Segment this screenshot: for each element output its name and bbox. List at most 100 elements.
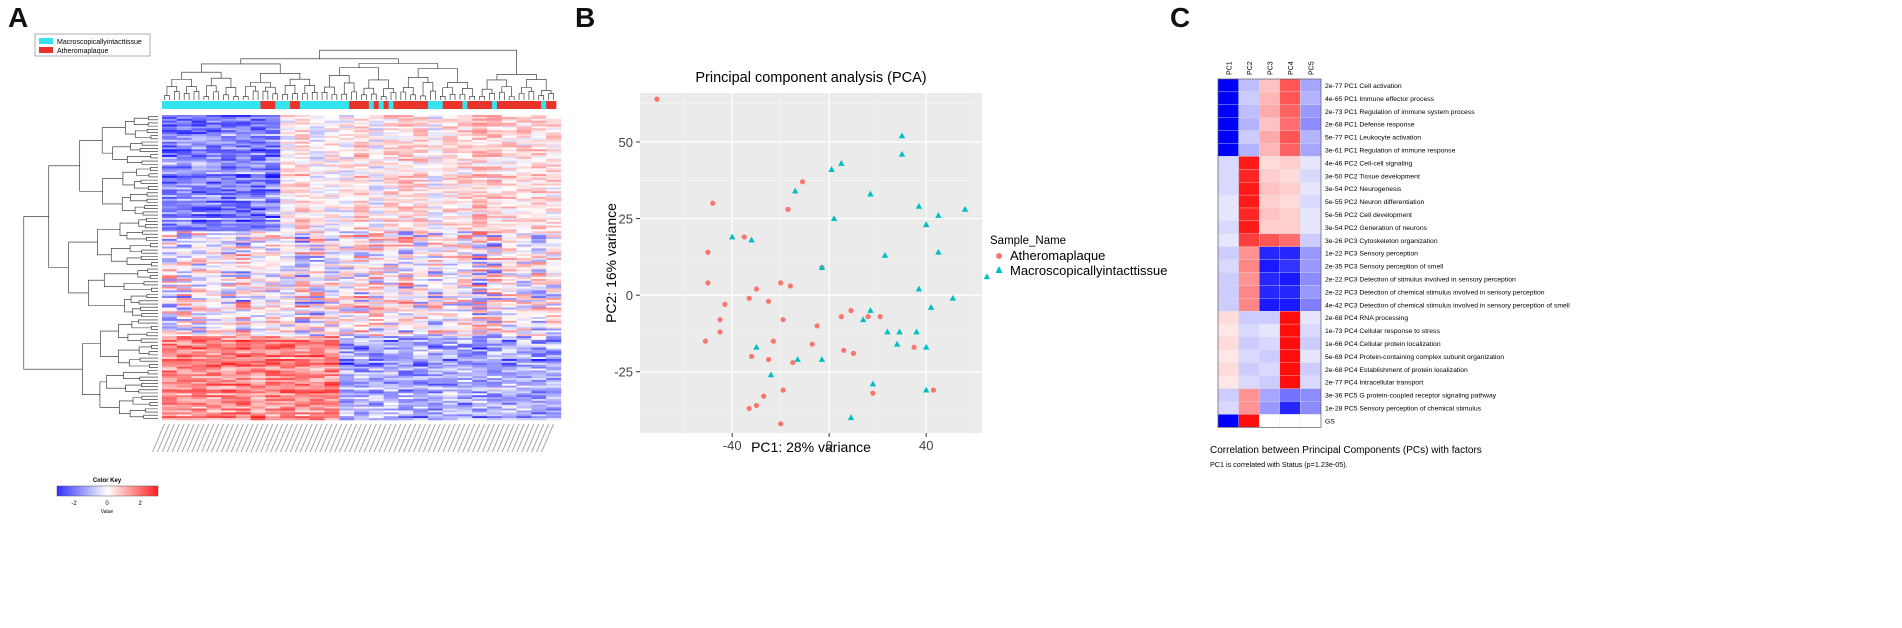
row-label: 5e-69 PC4 Protein-containing complex sub… [1325, 354, 1504, 361]
heatmap-cell [206, 221, 222, 224]
heatmap-cell [501, 237, 517, 240]
heatmap-cell [457, 135, 473, 139]
heatmap-cell [354, 277, 370, 280]
heatmap-cell [398, 286, 414, 289]
heatmap-cell [383, 181, 399, 184]
heatmap-cell [221, 355, 237, 358]
heatmap-cell [191, 366, 207, 369]
heatmap-cell [221, 257, 237, 261]
correlation-cell [1279, 323, 1301, 338]
heatmap-cell [176, 185, 192, 188]
heatmap-cell [191, 395, 207, 398]
heatmap-cell [294, 391, 311, 394]
heatmap-cell [265, 256, 281, 259]
heatmap-cell [280, 271, 296, 274]
heatmap-cell [280, 381, 296, 385]
dendrogram-branch [141, 249, 158, 254]
heatmap-cell [250, 267, 266, 270]
heatmap-cell [368, 397, 384, 400]
column-label-mark [216, 423, 229, 453]
heatmap-cell [309, 389, 325, 392]
heatmap-cell [176, 158, 192, 162]
column-label-mark [156, 423, 170, 453]
heatmap-cell [206, 147, 222, 150]
heatmap-cell [324, 357, 340, 360]
heatmap-cell [176, 191, 192, 194]
heatmap-cell [442, 208, 458, 211]
heatmap-cell [487, 206, 503, 209]
heatmap-cell [324, 379, 340, 383]
heatmap-cell [265, 360, 281, 364]
heatmap-cell [309, 360, 325, 364]
dendrogram-branch [142, 230, 158, 235]
heatmap-cell [250, 257, 266, 261]
heatmap-cell [191, 132, 207, 135]
heatmap-cell [339, 116, 355, 120]
heatmap-cell [516, 118, 532, 122]
heatmap-cell [206, 261, 222, 264]
heatmap-cell [191, 338, 207, 341]
heatmap-cell [250, 277, 266, 280]
heatmap-cell [324, 219, 340, 223]
heatmap-cell [516, 147, 532, 150]
heatmap-cell [368, 290, 384, 293]
heatmap-cell [162, 257, 178, 261]
heatmap-cell [546, 246, 562, 249]
heatmap-cell [354, 278, 370, 282]
heatmap-cell [531, 349, 547, 352]
heatmap-cell [398, 242, 414, 245]
point-atheromaplaque [780, 387, 786, 393]
heatmap-cell [354, 166, 370, 169]
heatmap-cell [206, 219, 222, 223]
heatmap-cell [191, 155, 207, 158]
heatmap-cell [339, 404, 355, 407]
heatmap-cell [250, 275, 266, 278]
heatmap-cell [354, 355, 370, 358]
heatmap-cell [531, 193, 547, 196]
heatmap-cell [487, 341, 503, 345]
heatmap-cell [176, 176, 192, 179]
heatmap-cell [324, 355, 340, 358]
heatmap-cell [472, 277, 488, 280]
heatmap-cell [487, 418, 503, 421]
heatmap-cell [398, 378, 414, 381]
heatmap-cell [324, 225, 340, 228]
heatmap-cell [487, 223, 503, 226]
point-atheromaplaque [717, 317, 723, 323]
heatmap-cell [413, 248, 429, 251]
point-atheromaplaque [702, 338, 709, 344]
heatmap-cell [516, 139, 532, 142]
heatmap-cell [294, 128, 311, 131]
heatmap-cell [250, 130, 266, 133]
heatmap-cell [339, 196, 355, 200]
heatmap-cell [472, 313, 488, 316]
row-label: 2e-68 PC1 Defense response [1325, 122, 1415, 129]
heatmap-cell [221, 372, 237, 375]
heatmap-cell [221, 162, 237, 165]
group-bar-cell [304, 101, 311, 109]
heatmap-cell [162, 404, 178, 407]
heatmap-cell [280, 326, 296, 329]
heatmap-cell [191, 216, 207, 219]
heatmap-cell [501, 250, 517, 253]
heatmap-cell [368, 353, 384, 356]
heatmap-cell [339, 353, 355, 356]
heatmap-cell [235, 339, 251, 343]
column-label-mark [398, 423, 412, 453]
group-bar-cell [491, 101, 498, 109]
heatmap-cell [383, 256, 399, 259]
heatmap-cell [176, 202, 192, 205]
heatmap-cell [206, 134, 222, 137]
heatmap-cell [472, 402, 488, 406]
heatmap-cell [413, 252, 429, 255]
heatmap-cell [339, 339, 355, 343]
heatmap-cell [280, 347, 296, 350]
heatmap-cell [162, 292, 178, 295]
heatmap-cell [339, 351, 355, 354]
dendrogram-branch [329, 75, 350, 88]
heatmap-cell [383, 202, 399, 205]
heatmap-cell [472, 326, 488, 329]
heatmap-cell [457, 145, 473, 148]
heatmap-cell [531, 305, 547, 308]
heatmap-cell [265, 343, 281, 346]
